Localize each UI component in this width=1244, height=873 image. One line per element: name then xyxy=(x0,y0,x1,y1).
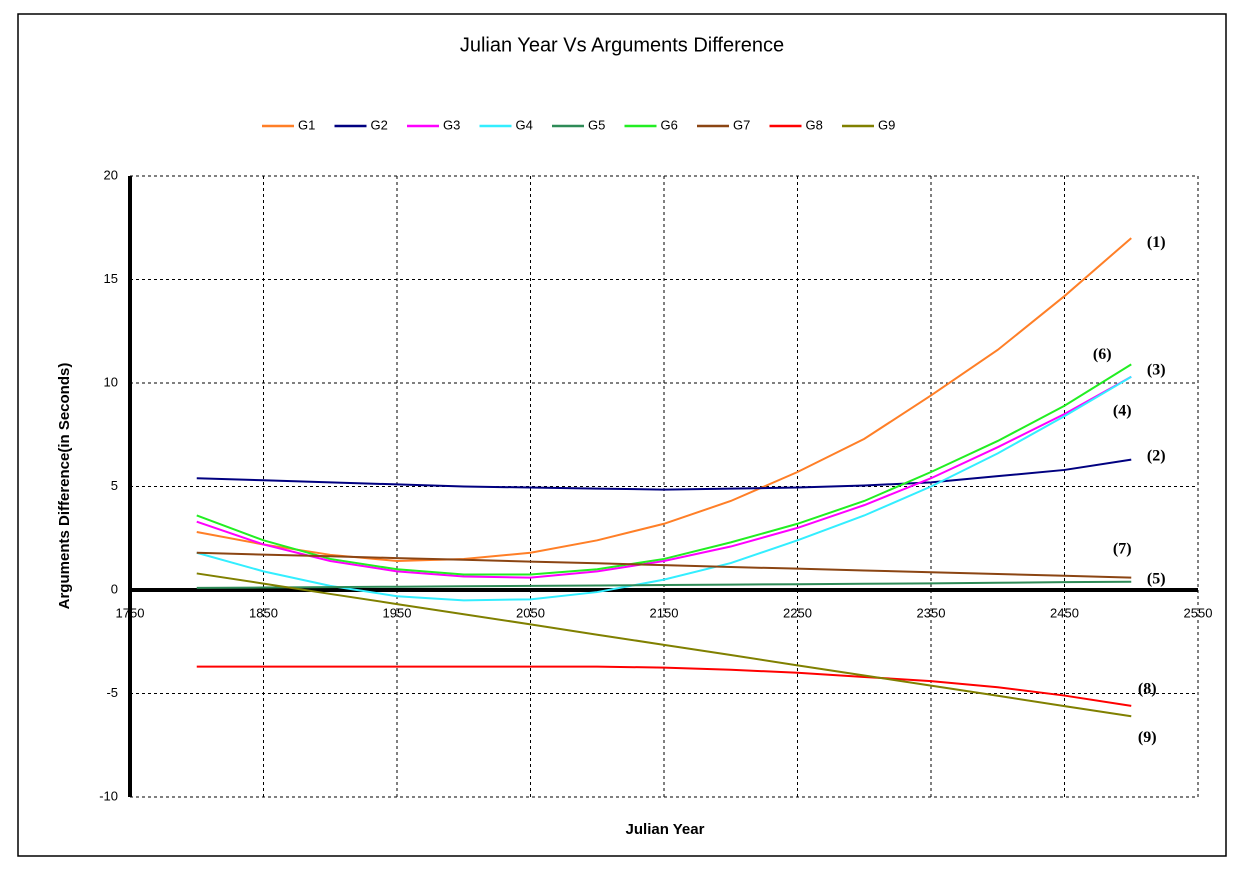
frame xyxy=(17,13,1227,857)
legend-label: G9 xyxy=(878,117,895,132)
legend-label: G8 xyxy=(806,117,823,132)
x-tick-label: 2050 xyxy=(516,605,545,620)
annotation: (9) xyxy=(1138,729,1157,746)
x-tick-label: 2550 xyxy=(1184,605,1213,620)
annotation: (3) xyxy=(1147,361,1166,378)
y-tick-label: -10 xyxy=(99,788,118,803)
annotation: (7) xyxy=(1113,540,1132,557)
x-tick-label: 2250 xyxy=(783,605,812,620)
legend-label: G2 xyxy=(371,117,388,132)
legend-label: G6 xyxy=(661,117,678,132)
annotation: (2) xyxy=(1147,447,1166,464)
annotation: (8) xyxy=(1138,681,1157,698)
x-axis-label: Julian Year xyxy=(626,821,705,838)
series-line xyxy=(196,551,1132,579)
series-line xyxy=(196,375,1132,602)
y-tick-label: 5 xyxy=(111,478,118,493)
y-tick-label: -5 xyxy=(106,685,118,700)
legend-label: G5 xyxy=(588,117,605,132)
annotation: (1) xyxy=(1147,234,1166,251)
y-axis-label: Arguments Difference(in Seconds) xyxy=(56,363,73,610)
series-line xyxy=(196,665,1132,707)
x-tick-label: 1850 xyxy=(249,605,278,620)
series-line xyxy=(196,375,1132,579)
x-tick-label: 2350 xyxy=(917,605,946,620)
y-tick-label: 10 xyxy=(104,374,118,389)
y-tick-label: 15 xyxy=(104,271,118,286)
legend-label: G1 xyxy=(298,117,315,132)
series-line xyxy=(196,572,1132,718)
legend-label: G3 xyxy=(443,117,460,132)
annotation: (4) xyxy=(1113,402,1132,419)
annotation: (6) xyxy=(1093,346,1112,363)
x-tick-label: 2450 xyxy=(1050,605,1079,620)
x-tick-label: 2150 xyxy=(650,605,679,620)
series-line xyxy=(196,458,1132,491)
legend-label: G4 xyxy=(516,117,533,132)
y-tick-label: 0 xyxy=(111,581,118,596)
series-line xyxy=(196,363,1132,576)
annotation: (5) xyxy=(1147,570,1166,587)
x-tick-label: 1950 xyxy=(383,605,412,620)
legend-label: G7 xyxy=(733,117,750,132)
chart-title: Julian Year Vs Arguments Difference xyxy=(460,34,784,56)
y-tick-label: 20 xyxy=(104,167,118,182)
series-line xyxy=(196,580,1132,589)
